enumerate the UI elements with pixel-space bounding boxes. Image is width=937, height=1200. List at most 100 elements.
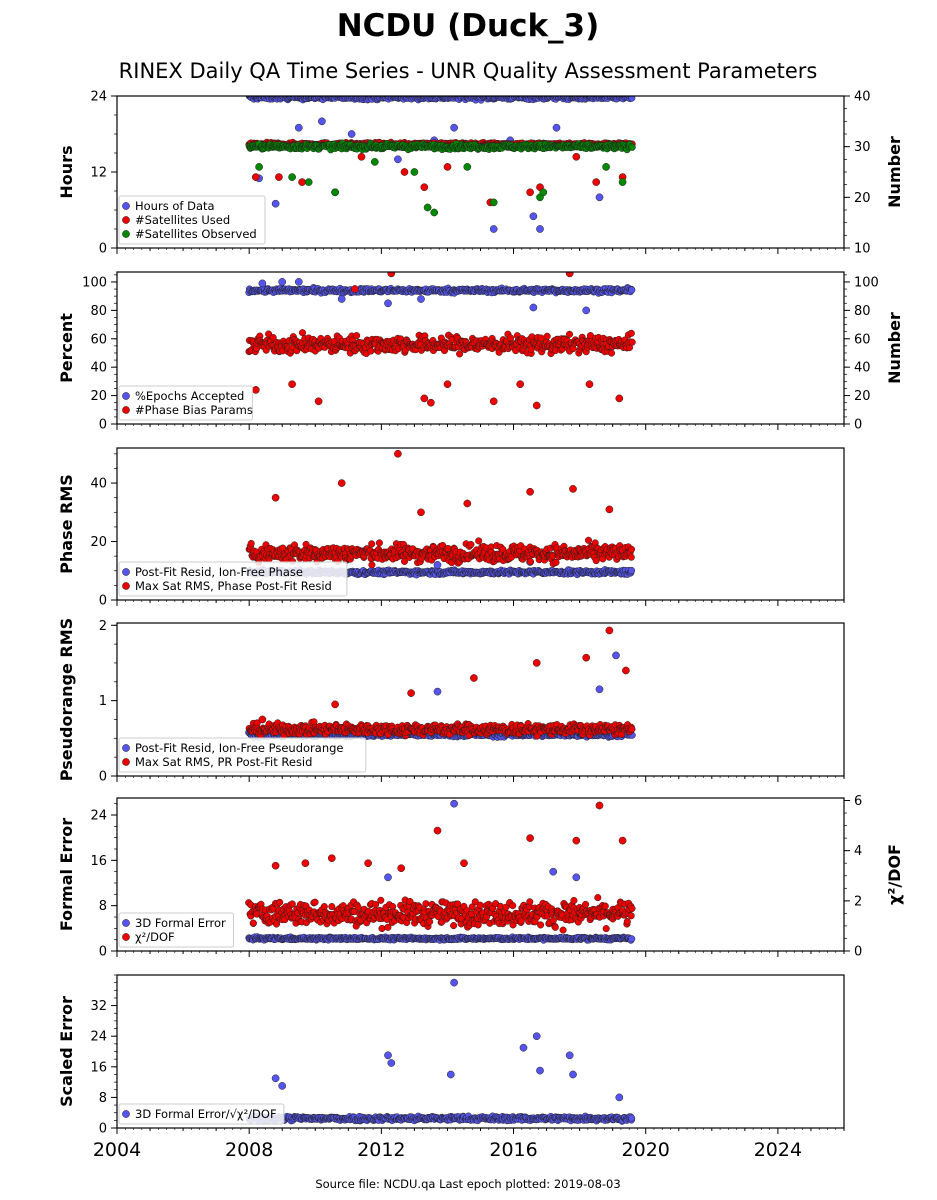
data-point-red: [247, 539, 255, 548]
outlier-point-red: [572, 152, 581, 161]
outlier-point-blue: [394, 155, 402, 164]
legend-marker-blue: [122, 568, 130, 576]
outlier-point-blue: [595, 685, 604, 694]
outlier-point-blue: [552, 123, 561, 132]
outlier-point-red: [443, 163, 452, 171]
legend-label: %Epochs Accepted: [135, 389, 244, 403]
outlier-point-blue: [536, 225, 544, 233]
outlier-point-blue: [271, 199, 280, 208]
data-point-green: [628, 143, 636, 151]
outlier-point-red: [351, 285, 359, 293]
y-tick-label: 40: [90, 477, 107, 492]
panel-points: [245, 272, 636, 410]
outlier-point-green: [602, 163, 610, 171]
outlier-point-red: [417, 508, 425, 517]
y-right-axis-label: Number: [885, 136, 904, 208]
outlier-point-red: [251, 386, 260, 394]
outlier-point-red: [605, 505, 614, 514]
legend-label: #Satellites Observed: [135, 227, 257, 241]
legend-label: Max Sat RMS, Phase Post-Fit Resid: [135, 579, 332, 593]
data-point-red: [607, 349, 616, 357]
data-point-red: [584, 536, 593, 544]
outlier-point-green: [618, 178, 627, 186]
y-tick-label: 12: [90, 166, 107, 181]
y-tick-label: 40: [90, 361, 107, 376]
outlier-point-blue: [612, 651, 620, 660]
data-point-red: [375, 539, 383, 547]
legend-label: #Satellites Used: [135, 213, 230, 227]
y-tick-label: 20: [90, 389, 107, 404]
y-right-tick-label: 0: [854, 418, 862, 433]
y-tick-label: 80: [90, 304, 107, 319]
outlier-point-red: [298, 178, 306, 186]
outlier-point-red: [400, 168, 409, 176]
y-axis-label: Hours: [57, 145, 76, 198]
outlier-point-red: [569, 485, 577, 493]
y-right-tick-label: 40: [854, 90, 871, 105]
outlier-point-red: [526, 487, 534, 496]
outlier-point-blue: [347, 130, 356, 138]
outlier-point-red: [526, 188, 534, 197]
data-point-red: [368, 540, 376, 548]
legend-marker-red: [122, 406, 130, 414]
data-point-red: [368, 561, 376, 569]
data-point-red: [627, 329, 635, 337]
data-point-red: [627, 553, 635, 561]
y-right-tick-label: 30: [854, 140, 871, 155]
outlier-point-red: [271, 493, 280, 502]
data-point-red: [467, 540, 475, 549]
y-tick-label: 100: [82, 275, 107, 290]
legend-marker-green: [122, 230, 130, 238]
outlier-point-red: [489, 397, 498, 406]
outlier-point-red: [532, 401, 541, 410]
outlier-point-blue: [529, 212, 538, 221]
outlier-point-red: [337, 479, 346, 487]
y-right-tick-label: 100: [854, 275, 879, 290]
outlier-point-red: [387, 272, 396, 278]
legend-label: Post-Fit Resid, Ion-Free Phase: [135, 565, 303, 579]
data-point-red: [475, 537, 483, 545]
outlier-point-green: [288, 173, 296, 181]
legend-label: #Phase Bias Params: [135, 403, 253, 417]
y-right-tick-label: 40: [854, 361, 871, 376]
outlier-point-green: [331, 188, 339, 197]
legend: %Epochs Accepted#Phase Bias Params: [118, 385, 253, 421]
data-point-red: [565, 330, 574, 338]
outlier-point-blue: [433, 687, 442, 696]
outlier-point-green: [255, 163, 263, 171]
outlier-point-red: [288, 380, 296, 389]
chart-subtitle: RINEX Daily QA Time Series - UNR Quality…: [119, 59, 818, 83]
legend-marker-red: [122, 216, 130, 224]
y-tick-label: 0: [99, 242, 107, 257]
data-point-red: [298, 329, 307, 337]
chart-title: NCDU (Duck_3): [337, 8, 600, 44]
data-point-red: [628, 338, 636, 346]
data-point-red: [627, 545, 636, 553]
legend: Hours of Data#Satellites Used#Satellites…: [118, 195, 266, 245]
legend-marker-red: [122, 582, 130, 590]
outlier-point-red: [615, 394, 624, 403]
outlier-point-red: [565, 272, 574, 278]
outlier-point-green: [370, 158, 379, 166]
data-point-red: [543, 332, 551, 340]
outlier-point-blue: [595, 193, 604, 202]
data-point-red: [456, 350, 464, 358]
legend-box: [118, 195, 266, 245]
outlier-point-blue: [337, 295, 346, 303]
outlier-point-blue: [582, 306, 591, 315]
outlier-point-red: [585, 380, 594, 389]
outlier-point-blue: [294, 278, 303, 286]
data-point-red: [367, 347, 375, 355]
outlier-point-red: [420, 394, 429, 403]
y-tick-label: 24: [90, 90, 107, 105]
outlier-point-blue: [278, 278, 287, 286]
outlier-point-blue: [433, 561, 442, 569]
y-tick-label: 0: [99, 594, 107, 609]
outlier-point-green: [304, 178, 313, 186]
outlier-point-blue: [258, 279, 267, 288]
